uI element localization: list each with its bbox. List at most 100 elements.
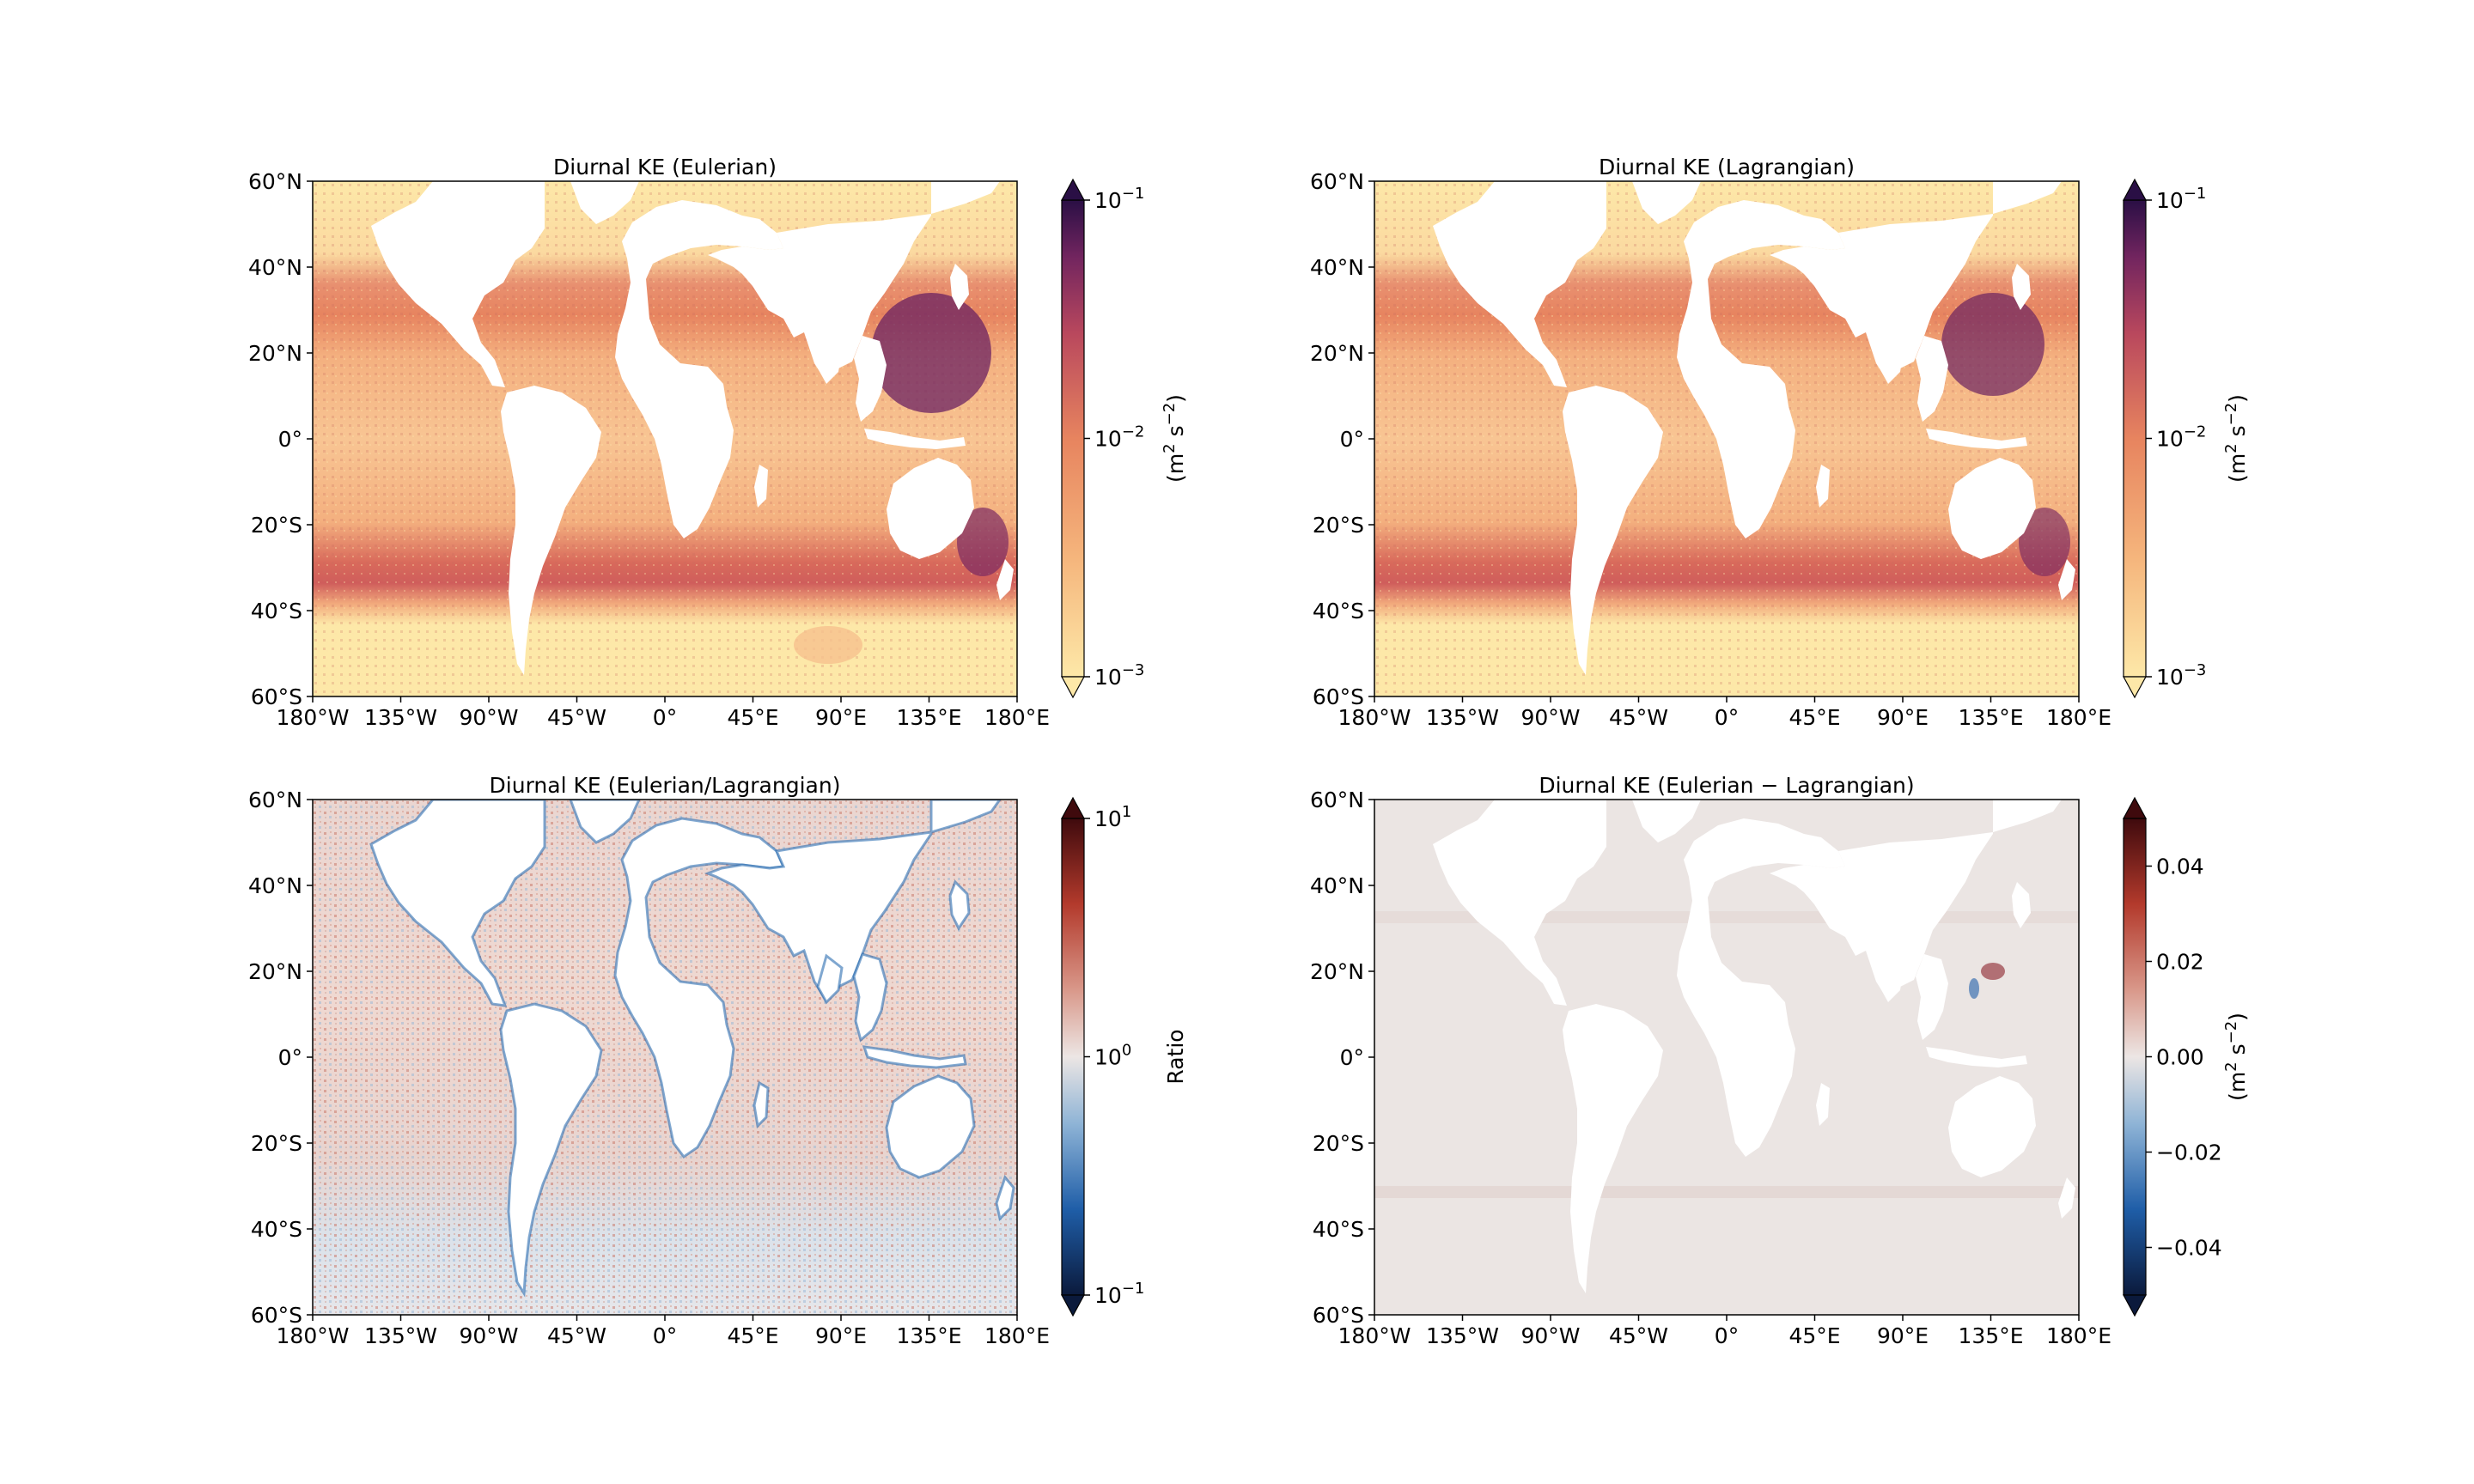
colorbar-label: (m2 s−2) (2222, 394, 2250, 483)
lon-tick-label: 90°W (1520, 705, 1580, 730)
map-field (1374, 181, 2079, 696)
lat-tick-label: 40°N (1310, 255, 1364, 280)
lon-tick-label: 180°W (277, 1323, 350, 1348)
lat-tick-label: 60°S (1313, 684, 1364, 709)
colorbar-extend-max (2122, 796, 2148, 819)
colorbar-extend-min (2122, 676, 2148, 699)
lon-tick-label: 90°E (815, 1323, 867, 1348)
lat-tick-label: 40°S (1313, 1217, 1364, 1242)
colorbar-extend-max (1060, 796, 1086, 819)
lon-tick-label: 0° (653, 705, 677, 730)
lon-tick-label: 135°E (896, 1323, 961, 1348)
lat-tick-label: 20°S (1313, 513, 1364, 538)
lon-tick-label: 90°W (459, 705, 518, 730)
colorbar-tick-label: 10−1 (1094, 185, 1144, 213)
colorbar-tick-label: 10−2 (1094, 423, 1144, 452)
colorbar-extend-max (1060, 178, 1086, 201)
lon-tick-label: 45°E (1788, 1323, 1840, 1348)
panel-lagrangian: Diurnal KE (Lagrangian) (1374, 155, 2080, 697)
lon-tick-label: 45°E (1788, 705, 1840, 730)
colorbar-tick-label: 101 (1094, 803, 1131, 831)
lat-tick-label: 60°N (1310, 169, 1364, 194)
lon-tick-label: 0° (653, 1323, 677, 1348)
colorbar-tick-label: 10−3 (2156, 661, 2206, 690)
lon-tick-label: 180°E (2046, 1323, 2111, 1348)
lon-tick-label: 135°E (1958, 1323, 2023, 1348)
colorbar-gradient (1061, 199, 1085, 678)
lon-tick-label: 45°W (1609, 1323, 1668, 1348)
colorbar-lagrangian: 10−1 10−2 10−3 (m2 s−2) (2122, 178, 2250, 699)
colorbar-extend-min (1060, 1294, 1086, 1317)
lon-tick-label: 45°W (547, 705, 606, 730)
map-field (313, 181, 1017, 696)
lat-tick-label: 0° (278, 1045, 302, 1070)
lat-tick-label: 40°S (1313, 599, 1364, 623)
lat-tick-label: 40°S (251, 1217, 302, 1242)
lon-tick-label: 180°E (984, 1323, 1050, 1348)
lat-tick-label: 60°N (248, 788, 302, 812)
lon-tick-label: 0° (1715, 705, 1739, 730)
lat-tick-label: 20°N (248, 959, 302, 984)
lat-tick-label: 0° (1340, 1045, 1364, 1070)
lat-tick-label: 20°N (1310, 341, 1364, 366)
panel-eulerian: Diurnal KE (Eulerian) (312, 155, 1018, 697)
colorbar-tick-label: 10−3 (1094, 661, 1144, 690)
lon-tick-label: 90°W (1520, 1323, 1580, 1348)
lon-tick-label: 90°E (1877, 705, 1929, 730)
colorbar-tick-label: 100 (1094, 1042, 1131, 1070)
colorbar-extend-min (1060, 676, 1086, 699)
lon-tick-label: 180°E (984, 705, 1050, 730)
lat-tick-label: 60°S (1313, 1303, 1364, 1328)
colorbar-layer: 10−1 10−2 10−3 (m2 s−2) 10−1 10−2 10−3 (m2 s−2)… (1060, 178, 2250, 1317)
lat-tick-label: 0° (278, 427, 302, 452)
colorbar-label: (m2 s−2) (2222, 1013, 2250, 1101)
colorbar-tick-label: 0.04 (2156, 855, 2204, 879)
lat-tick-label: 60°N (248, 169, 302, 194)
panel-ratio: Diurnal KE (Eulerian/Lagrangian) (312, 773, 1018, 1316)
colorbar-tick-label: 10−1 (2156, 185, 2206, 213)
colorbar-gradient (2123, 818, 2147, 1296)
lat-tick-label: 40°N (248, 255, 302, 280)
colorbar-gradient (2123, 199, 2147, 678)
lat-tick-label: 40°S (251, 599, 302, 623)
lon-tick-label: 45°W (1609, 705, 1668, 730)
lon-tick-label: 180°W (1338, 705, 1411, 730)
colorbar-tick-label: 10−2 (2156, 423, 2206, 452)
colorbar-gradient (1061, 818, 1085, 1296)
lat-tick-label: 60°N (1310, 788, 1364, 812)
lon-tick-label: 135°E (896, 705, 961, 730)
map-field (313, 800, 1017, 1315)
colorbar-tick-label: 10−1 (1094, 1280, 1144, 1308)
colorbar-extend-max (2122, 178, 2148, 201)
lon-tick-label: 180°W (277, 705, 350, 730)
map-field (1374, 800, 2079, 1315)
panel-title: Diurnal KE (Eulerian) (553, 155, 777, 179)
colorbar-ratio: 101 100 10−1 Ratio (1060, 796, 1188, 1317)
panel-difference: Diurnal KE (Eulerian − Lagrangian) (1374, 773, 2080, 1316)
lat-tick-label: 20°S (251, 1131, 302, 1156)
lat-tick-label: 60°S (251, 684, 302, 709)
lon-tick-label: 180°E (2046, 705, 2111, 730)
lat-tick-label: 20°S (251, 513, 302, 538)
lat-tick-label: 20°N (248, 341, 302, 366)
colorbar-tick-label: 0.02 (2156, 950, 2204, 975)
lon-tick-label: 45°E (727, 705, 778, 730)
lon-tick-label: 135°W (364, 1323, 437, 1348)
colorbar-label: (m2 s−2) (1161, 394, 1188, 483)
lon-tick-label: 90°W (459, 1323, 518, 1348)
colorbar-difference: 0.04 0.02 0.00 −0.02 −0.04 (m2 s−2) (2122, 796, 2250, 1317)
lon-tick-label: 135°E (1958, 705, 2023, 730)
lat-tick-label: 20°N (1310, 959, 1364, 984)
lon-tick-label: 45°E (727, 1323, 778, 1348)
lon-tick-label: 90°E (815, 705, 867, 730)
colorbar-label: Ratio (1163, 1029, 1188, 1084)
lat-tick-label: 40°N (248, 873, 302, 898)
panel-title: Diurnal KE (Eulerian/Lagrangian) (490, 773, 841, 798)
lon-tick-label: 180°W (1338, 1323, 1411, 1348)
